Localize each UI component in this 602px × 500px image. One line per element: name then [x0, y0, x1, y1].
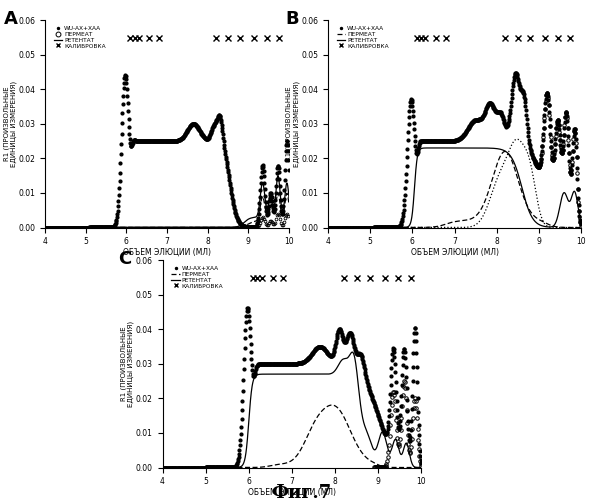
- Legend: WU-AX+XAA, ПЕРМЕАТ, РЕТЕНТАТ, КАЛИБРОВКА: WU-AX+XAA, ПЕРМЕАТ, РЕТЕНТАТ, КАЛИБРОВКА: [53, 25, 106, 49]
- Y-axis label: R1 (ПРОИЗВОЛЬНЫЕ
ЕДИНИЦЫ ИЗМЕРЕНИЯ): R1 (ПРОИЗВОЛЬНЫЕ ЕДИНИЦЫ ИЗМЕРЕНИЯ): [286, 80, 300, 167]
- Legend: WU-AX+XAA, ПЕРМЕАТ, РЕТЕНТАТ, КАЛИБРОВКА: WU-AX+XAA, ПЕРМЕАТ, РЕТЕНТАТ, КАЛИБРОВКА: [336, 25, 389, 49]
- X-axis label: ОБЪЕМ ЭЛЮЦИИ (МЛ): ОБЪЕМ ЭЛЮЦИИ (МЛ): [123, 248, 211, 256]
- Text: C: C: [119, 250, 132, 268]
- Text: B: B: [285, 10, 299, 28]
- X-axis label: ОБЪЕМ ЭЛЮЦИИ (МЛ): ОБЪЕМ ЭЛЮЦИИ (МЛ): [248, 488, 336, 496]
- Text: Фиг.7: Фиг.7: [271, 484, 331, 500]
- Y-axis label: R1 (ПРОИЗВОЛЬНЫЕ
ЕДИНИЦЫ ИЗМЕРЕНИЯ): R1 (ПРОИЗВОЛЬНЫЕ ЕДИНИЦЫ ИЗМЕРЕНИЯ): [3, 80, 17, 167]
- X-axis label: ОБЪЕМ ЭЛЮЦИИ (МЛ): ОБЪЕМ ЭЛЮЦИИ (МЛ): [411, 248, 498, 256]
- Y-axis label: R1 (ПРОИЗВОЛЬНЫЕ
ЕДИНИЦЫ ИЗМЕРЕНИЯ): R1 (ПРОИЗВОЛЬНЫЕ ЕДИНИЦЫ ИЗМЕРЕНИЯ): [120, 320, 134, 407]
- Legend: WU-AX+XAA, ПЕРМЕАТ, РЕТЕНТАТ, КАЛИБРОВКА: WU-AX+XAA, ПЕРМЕАТ, РЕТЕНТАТ, КАЛИБРОВКА: [170, 265, 224, 289]
- Text: A: A: [4, 10, 17, 28]
